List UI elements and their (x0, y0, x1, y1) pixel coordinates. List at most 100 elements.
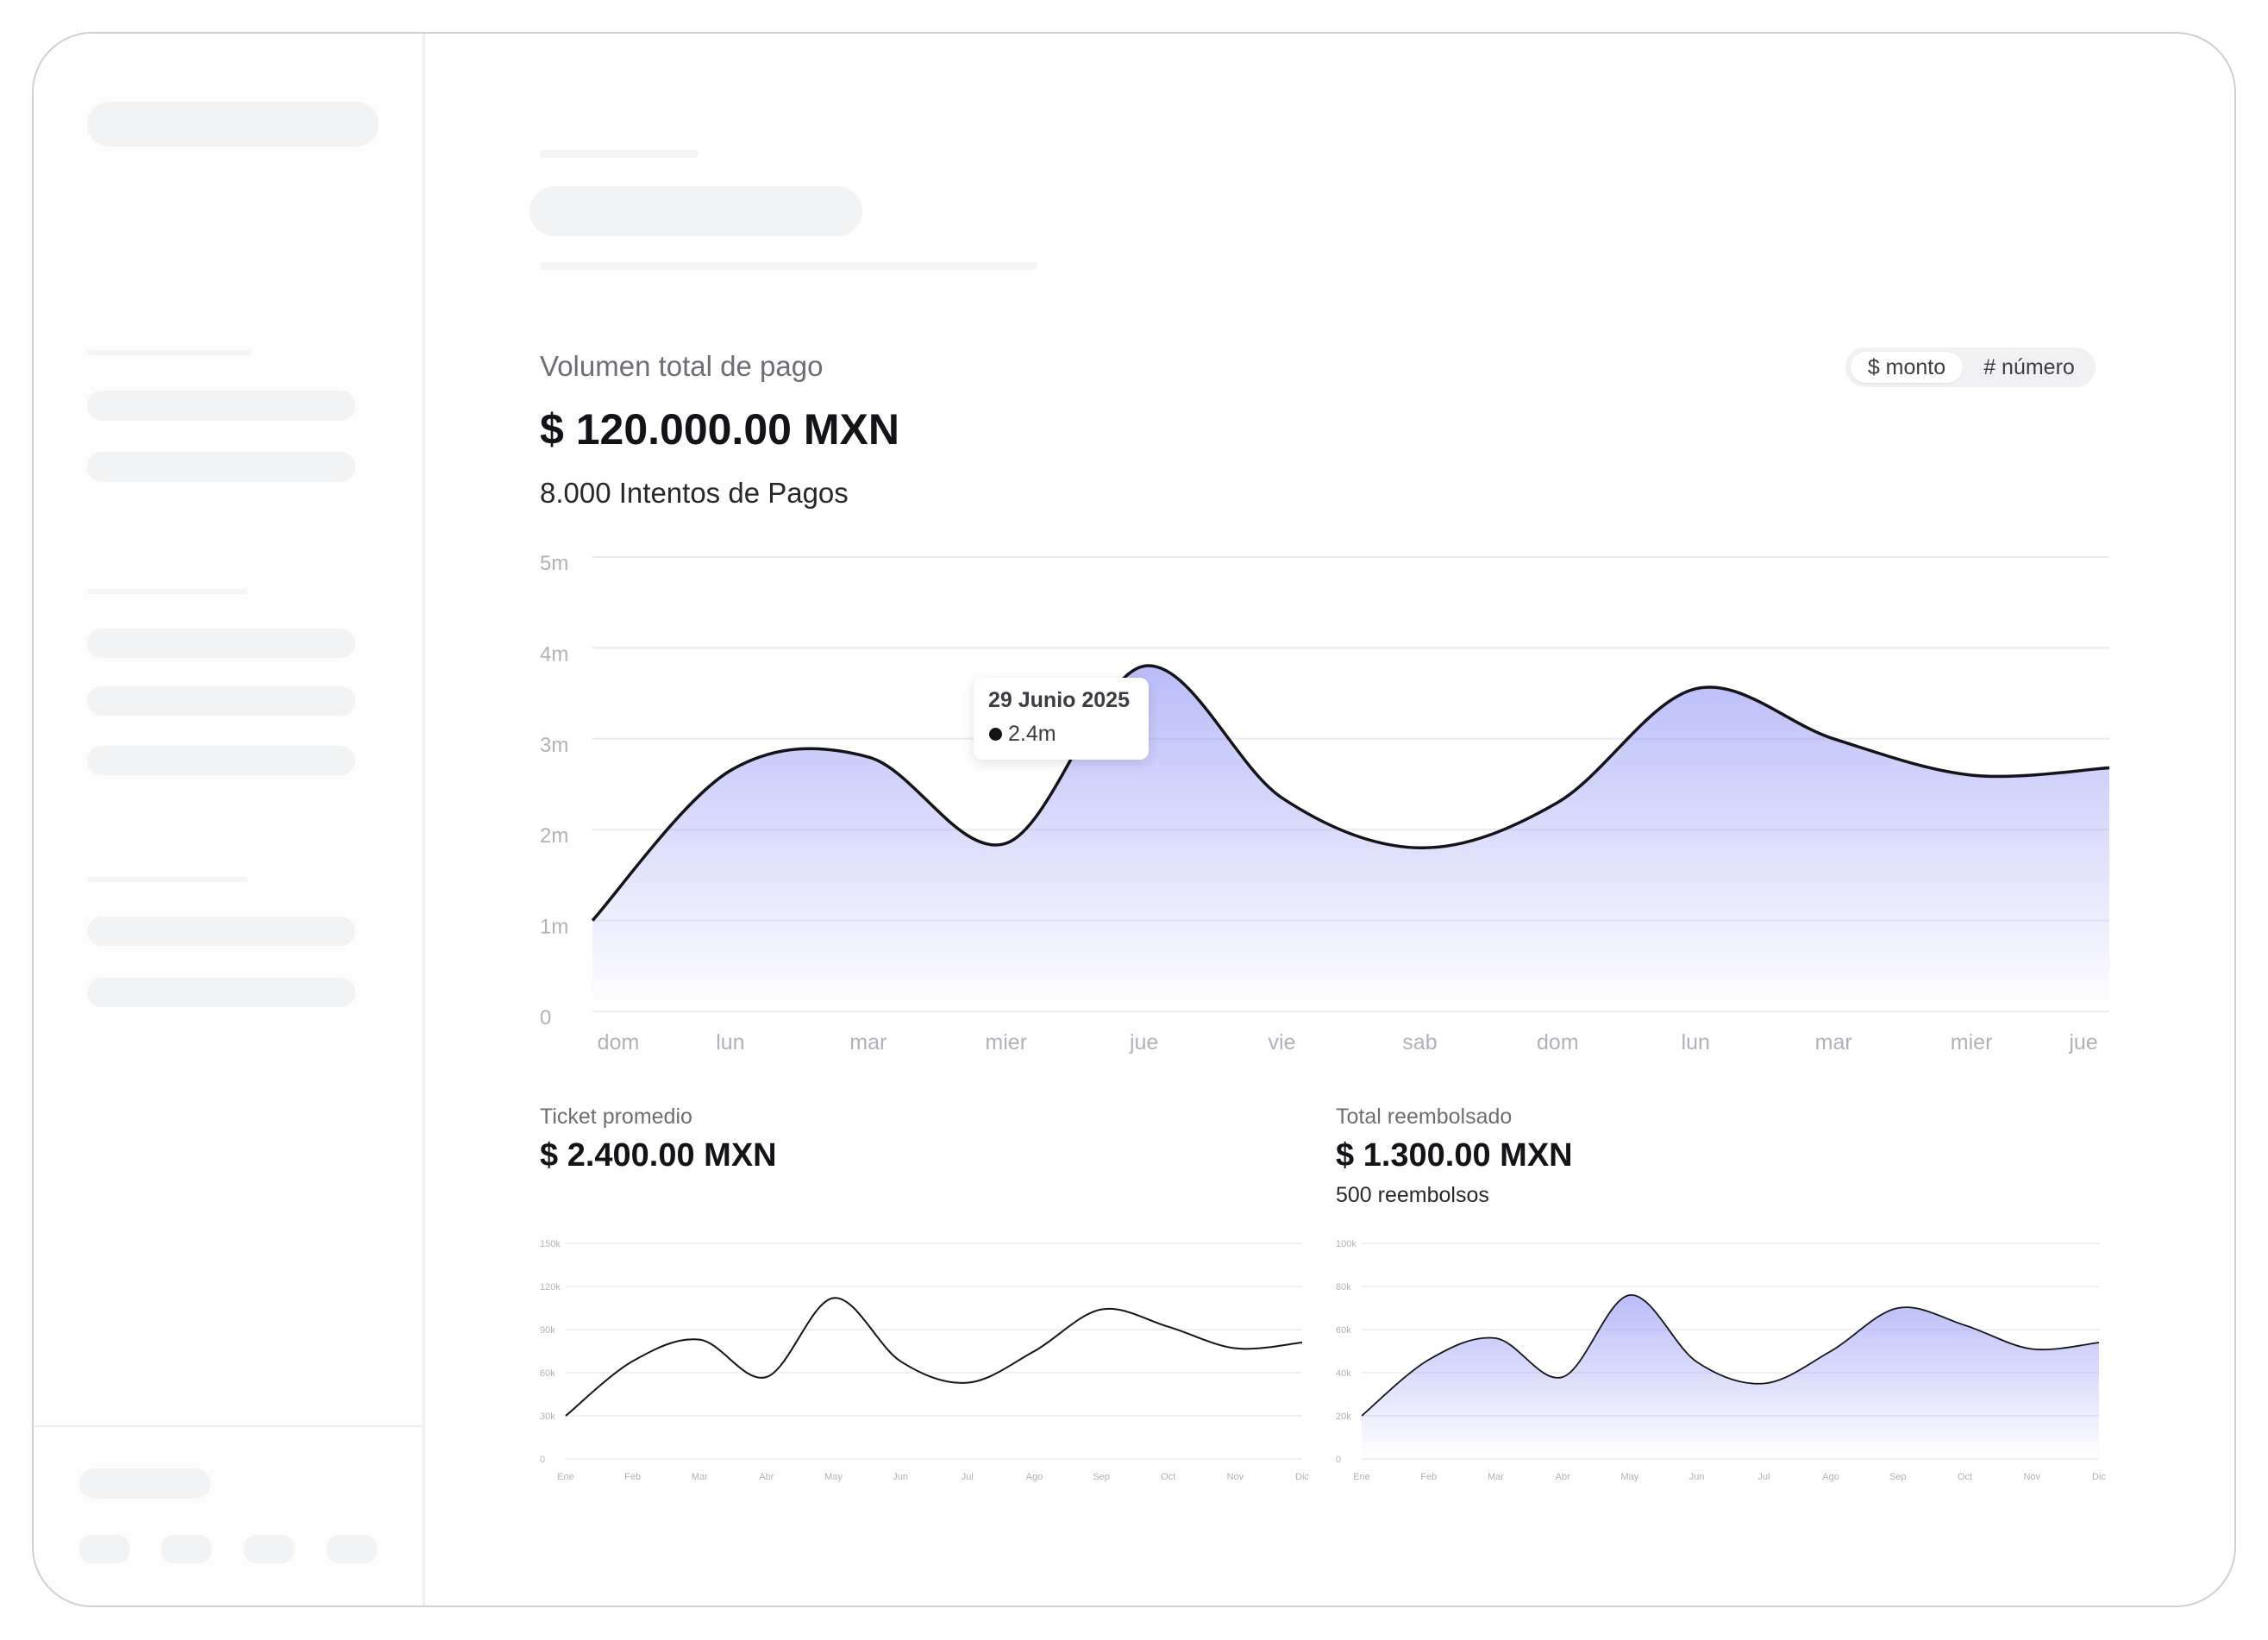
tooltip-value: 2.4m (1008, 722, 1056, 746)
x-tick-label: Abr (759, 1472, 774, 1482)
sidebar-footer-icon-placeholder[interactable] (244, 1535, 294, 1563)
data-point[interactable] (1143, 664, 1146, 667)
data-point[interactable] (1233, 1347, 1237, 1350)
sidebar-divider (34, 1425, 423, 1427)
sidebar-item-placeholder[interactable] (87, 978, 355, 1007)
sidebar-section-heading-placeholder (87, 350, 251, 355)
sidebar (34, 34, 425, 1606)
data-point[interactable] (729, 769, 732, 773)
sidebar-footer-icon-placeholder[interactable] (161, 1535, 211, 1563)
sidebar-item-placeholder[interactable] (87, 686, 355, 716)
x-tick-label: mier (985, 1030, 1027, 1055)
main-area-chart: 0 1m 2m 3m 4m 5m dom lun mar mier jue vie sab dom lun m… (540, 552, 2111, 1055)
series-line (1361, 1294, 2100, 1417)
data-point[interactable] (1494, 1336, 1497, 1340)
data-point[interactable] (2097, 1341, 2101, 1344)
x-tick-label: Feb (1420, 1472, 1437, 1482)
data-point[interactable] (1832, 737, 1835, 741)
data-point[interactable] (765, 1375, 768, 1379)
x-tick-label: Ago (1026, 1472, 1043, 1482)
page-subtitle-placeholder (540, 262, 1037, 270)
sidebar-section-heading-placeholder (87, 877, 247, 882)
data-point[interactable] (1970, 773, 1973, 777)
data-point[interactable] (591, 919, 594, 923)
data-point[interactable] (1005, 842, 1008, 845)
data-point[interactable] (1556, 801, 1559, 804)
x-tick-label: Oct (1161, 1472, 1175, 1482)
x-tick-label: Nov (2023, 1472, 2040, 1482)
data-point[interactable] (1695, 1361, 1699, 1364)
data-point[interactable] (1829, 1349, 1833, 1353)
x-tick-label: May (824, 1472, 843, 1482)
total-volume-value: $ 120.000.00 MXN (540, 405, 899, 454)
x-tick-label: Jun (893, 1472, 908, 1482)
sidebar-item-placeholder[interactable] (87, 917, 355, 946)
x-tick-label: Mar (692, 1472, 708, 1482)
sidebar-logo-placeholder (87, 102, 379, 147)
sidebar-item-placeholder[interactable] (87, 452, 355, 482)
x-tick-label: dom (598, 1030, 640, 1055)
data-point[interactable] (1628, 1293, 1632, 1297)
count-toggle-button[interactable]: # número (1983, 355, 2075, 379)
refunds-count: 500 reembolsos (1336, 1183, 1489, 1207)
data-point[interactable] (1418, 846, 1421, 849)
x-tick-label: mar (1815, 1030, 1852, 1055)
x-tick-label: Jun (1689, 1472, 1705, 1482)
y-tick-label: 0 (540, 1455, 545, 1465)
y-tick-label: 150k (540, 1239, 561, 1249)
sidebar-item-placeholder[interactable] (87, 746, 355, 775)
data-point[interactable] (832, 1296, 836, 1299)
y-tick-label: 90k (540, 1325, 555, 1336)
x-tick-label: Abr (1556, 1472, 1570, 1482)
data-point[interactable] (1360, 1414, 1363, 1418)
data-point[interactable] (2030, 1348, 2033, 1351)
y-tick-label: 20k (1336, 1412, 1351, 1422)
series-line (591, 664, 2110, 922)
x-tick-label: jue (2068, 1030, 2097, 1055)
x-tick-label: mier (1951, 1030, 1993, 1055)
x-tick-label: Feb (624, 1472, 641, 1482)
sidebar-section-heading-placeholder (87, 589, 247, 594)
data-point[interactable] (1427, 1358, 1431, 1361)
data-point[interactable] (1300, 1341, 1304, 1344)
sidebar-item-placeholder[interactable] (87, 629, 355, 658)
data-point[interactable] (1762, 1382, 1765, 1386)
data-point[interactable] (631, 1360, 635, 1363)
y-tick-label: 0 (540, 1006, 551, 1030)
data-point[interactable] (899, 1360, 902, 1363)
data-point[interactable] (564, 1414, 567, 1418)
data-point[interactable] (1281, 796, 1284, 799)
x-tick-label: jue (1129, 1030, 1158, 1055)
data-point[interactable] (1167, 1325, 1170, 1329)
data-point[interactable] (1561, 1375, 1564, 1379)
y-tick-label: 100k (1336, 1239, 1356, 1249)
payment-volume-chart: 0 1m 2m 3m 4m 5m dom lun mar mier jue vie sab dom lun m… (540, 552, 2111, 1482)
x-tick-label: vie (1269, 1030, 1296, 1055)
chart-tooltip: 29 Junio 2025 2.4m (974, 678, 1149, 760)
x-tick-label: Ago (1822, 1472, 1839, 1482)
payment-attempts-count: 8.000 Intentos de Pagos (540, 477, 849, 509)
data-point[interactable] (1100, 1308, 1103, 1311)
data-point[interactable] (966, 1381, 969, 1385)
data-point[interactable] (1896, 1306, 1900, 1310)
x-tick-label: Sep (1093, 1472, 1110, 1482)
sidebar-item-placeholder[interactable] (87, 391, 355, 421)
y-tick-label: 120k (540, 1282, 561, 1293)
data-point[interactable] (867, 755, 870, 759)
x-tick-label: Ene (1353, 1472, 1370, 1482)
data-point[interactable] (1964, 1324, 1967, 1327)
data-point[interactable] (1032, 1349, 1036, 1353)
page-title-placeholder (529, 186, 862, 236)
sidebar-footer-icon-placeholder[interactable] (327, 1535, 377, 1563)
y-tick-label: 40k (1336, 1368, 1351, 1379)
amount-toggle-button[interactable]: $ monto (1851, 352, 1963, 383)
area-fill (1362, 1294, 2099, 1459)
data-point[interactable] (698, 1338, 701, 1342)
data-point[interactable] (1694, 687, 1697, 691)
x-tick-label: Jul (962, 1472, 974, 1482)
breadcrumb-placeholder (540, 150, 699, 158)
x-tick-label: Dic (1295, 1472, 1309, 1482)
data-point[interactable] (2108, 767, 2111, 770)
app-window: Volumen total de pago $ 120.000.00 MXN 8… (32, 32, 2236, 1607)
sidebar-footer-icon-placeholder[interactable] (79, 1535, 129, 1563)
